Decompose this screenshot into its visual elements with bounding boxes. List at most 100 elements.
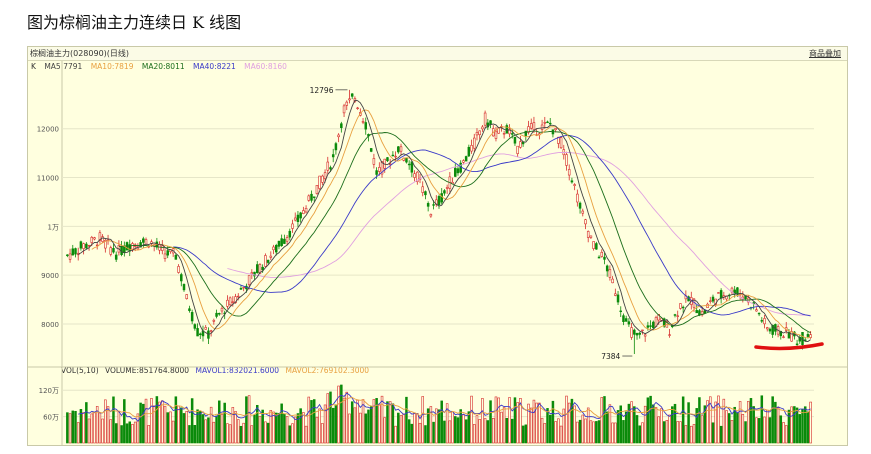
volume-bar [635,415,639,444]
candle-body [131,243,134,250]
candle-body [215,312,218,317]
candle-body [809,334,812,338]
candle-body [570,180,574,183]
legend-mavol1: MAVOL1:832021.6000 [195,366,280,375]
volume-bar [405,396,408,444]
volume-bar [630,401,633,444]
volume-bar [321,423,324,444]
volume-bar [125,423,129,444]
candle-body [627,321,631,325]
candle-body [413,173,416,178]
volume-bar [638,425,641,444]
candle-body [231,301,235,303]
volume-bar [128,421,131,444]
volume-bar [299,408,302,444]
volume-bar [497,397,500,444]
volume-bar [440,400,443,444]
volume-bar [481,398,484,444]
commodity-overlay-button[interactable]: 商品叠加 [809,49,841,58]
volume-bar [220,414,224,444]
volume-bar [340,384,343,444]
candle-body [261,266,264,271]
volume-bar [356,399,359,444]
candle-body [763,318,766,325]
candle-body [98,232,102,242]
candle-body [250,272,254,275]
candle-body [399,146,403,152]
candle-body [288,230,292,238]
candle-body [510,133,514,135]
volume-bar [695,408,698,444]
volume-bar [155,396,159,444]
volume-bar [166,412,169,444]
volume-bar [90,413,94,444]
volume-bar [117,411,121,444]
candle-body [614,293,617,296]
candle-body [584,219,587,225]
candle-body [391,154,395,157]
volume-bar [494,396,498,444]
volume-bar [204,419,207,444]
volume-bar [784,425,788,444]
volume-bar [353,407,357,444]
candle-body [264,255,267,267]
candle-body [432,204,435,206]
candle-body [589,235,593,238]
volume-bar [87,418,91,444]
candle-body [315,185,319,194]
candle-body [543,122,547,124]
candle-body [567,169,571,176]
candle-body [437,196,441,206]
volume-bar [765,409,769,444]
volume-bar [255,404,259,444]
volume-bar [291,423,294,444]
volume-bar [150,398,153,444]
volume-bar [475,415,479,444]
volume-bar [782,422,785,444]
volume-bar [293,416,297,444]
volume-bar [82,412,85,444]
legend-k: K [31,62,36,71]
candle-body [112,248,115,253]
volume-bar [190,398,194,444]
candle-body [188,308,191,311]
volume-bar [209,406,213,444]
volume-bar [429,406,433,444]
candle-body [239,288,243,290]
candle-body [462,160,465,163]
candle-body [331,154,335,158]
chart-canvas[interactable]: 8000 9000 1万 11000 12000 60万 120万 12796 7384 [28,47,847,445]
candle-body [668,334,671,336]
volume-bar [85,402,88,444]
volume-bar [228,424,232,444]
red-underline-mark [754,342,824,351]
candle-body [293,217,297,221]
candle-body [483,112,487,126]
volume-bar [182,413,186,444]
candle-body [478,130,481,135]
volume-bar [521,425,525,444]
candle-body [142,238,145,243]
volume-bar [470,395,473,444]
candle-body [755,309,758,312]
volume-bar [234,411,237,444]
page-title: 图为棕榈油主力连续日 K 线图 [27,13,242,32]
volume-bar [342,397,346,444]
volume-bar [318,408,321,444]
ma40-line [173,134,811,317]
candle-body [717,292,720,294]
candle-body [204,327,207,330]
volume-bar [567,402,571,444]
volume-bar [548,414,552,444]
volume-bar [345,391,349,444]
volume-bar [147,425,150,444]
candle-body [768,328,772,332]
volume-bar [489,400,492,444]
candle-body [595,243,598,250]
volume-bar [776,407,780,444]
volume-bar [627,403,631,444]
candle-body [454,167,457,177]
candle-body [174,254,178,260]
ma20-line [118,130,811,334]
volume-bar [662,421,666,444]
